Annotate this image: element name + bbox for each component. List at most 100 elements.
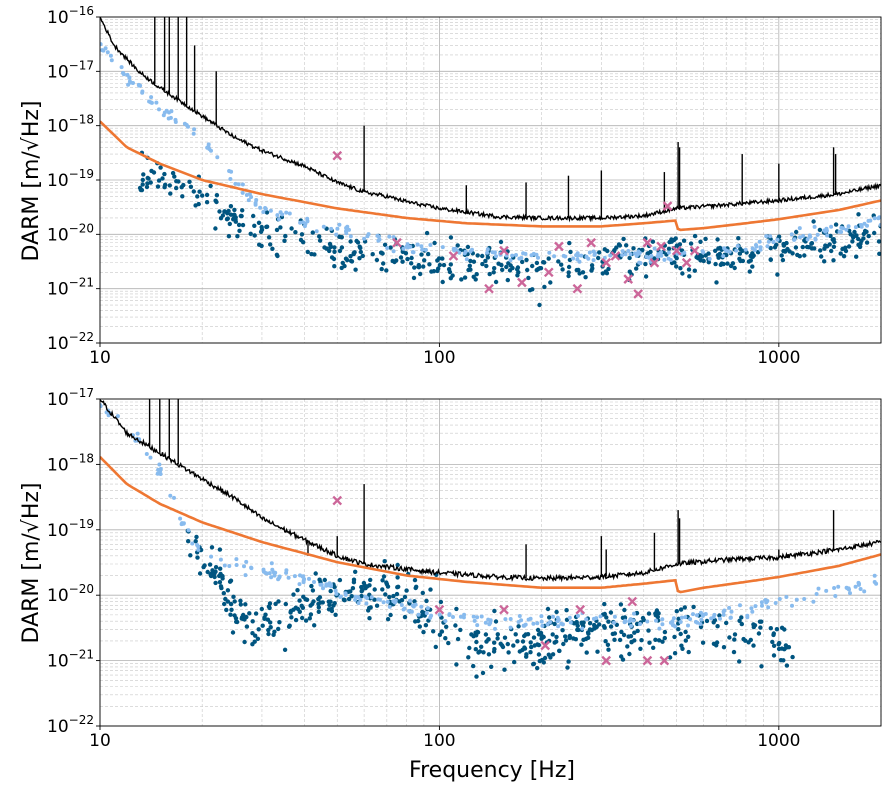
data-point-light [263,206,268,210]
data-point-light [391,249,396,254]
data-point-dark [316,605,321,610]
data-point-dark [782,647,787,652]
data-point-dark [310,230,315,235]
data-point-dark [491,270,496,275]
data-point-dark [678,266,683,271]
cross-marker [484,283,494,294]
data-point-dark [784,240,789,246]
data-point-dark [740,248,745,253]
data-point-dark [172,174,177,179]
data-point-dark [739,621,744,627]
data-point-dark [530,263,535,269]
cross-marker [656,241,666,252]
data-point-dark [440,279,445,285]
data-point-dark [441,262,447,268]
data-point-light [805,237,810,242]
data-point-dark [662,635,667,641]
data-point-dark [872,230,877,236]
data-point-light [660,622,665,627]
data-point-dark [170,170,176,176]
data-point-light [297,582,302,587]
data-point-light [108,53,113,58]
data-point-dark [778,658,784,663]
data-point-light [872,573,877,578]
data-point-light [668,258,673,262]
data-point-dark [548,280,553,285]
data-point-dark [395,562,400,568]
data-point-dark [704,618,710,624]
data-point-light [100,42,103,47]
data-point-dark [140,177,145,183]
data-point-dark [202,563,207,568]
data-point-dark [353,267,358,272]
data-point-light [126,82,131,87]
data-point-dark [226,234,232,239]
data-point-light [722,246,727,251]
data-point-dark [715,237,720,242]
data-point-light [764,234,769,239]
data-point-dark [650,239,656,244]
data-point-dark [418,271,423,277]
data-point-light [411,250,416,255]
data-point-dark [802,253,807,258]
data-point-light [335,226,340,231]
data-point-dark [525,632,531,637]
data-point-light [305,219,310,223]
data-point-dark [640,247,645,253]
data-point-dark [587,621,593,626]
data-point-dark [228,204,234,209]
data-point-dark [264,210,270,215]
cross-marker [586,237,597,248]
data-point-dark [313,571,318,576]
data-point-light [678,620,683,624]
data-point-dark [635,628,640,634]
data-point-dark [620,657,626,662]
data-point-dark [703,236,708,242]
data-point-light [629,624,633,628]
data-point-dark [204,200,210,205]
data-point-dark [429,269,434,274]
data-point-light [375,233,380,238]
data-point-light [135,431,140,436]
data-point-light [790,603,794,608]
data-point-dark [248,231,253,236]
data-point-light [784,595,789,599]
data-point-dark [259,224,264,230]
data-point-dark [768,245,773,251]
data-point-dark [359,584,364,590]
data-point-light [750,246,755,251]
data-point-light [808,234,813,239]
data-point-dark [534,267,539,273]
data-point-light [462,251,467,256]
data-point-dark [357,244,362,249]
x-tick-label: 100 [423,731,455,751]
data-point-dark [217,573,222,579]
top-sensitivity-curve [100,120,881,232]
data-point-dark [237,228,242,233]
data-point-light [802,597,807,601]
data-point-dark [483,632,489,637]
data-point-light [154,100,159,105]
data-point-light [292,574,297,579]
data-point-dark [180,194,185,199]
data-point-dark [412,265,417,270]
data-point-light [738,603,742,608]
data-point-light [816,586,821,591]
data-point-dark [574,267,579,273]
data-point-dark [595,649,600,654]
data-point-light [695,613,699,618]
data-point-dark [750,251,755,256]
data-point-light [181,521,186,526]
data-point-dark [264,224,269,230]
data-point-light [698,622,703,626]
data-point-light [253,201,258,205]
data-point-dark [492,608,497,614]
data-point-dark [274,227,280,233]
data-point-dark [838,251,843,256]
data-point-dark [505,641,510,647]
data-point-dark [230,630,236,635]
data-point-dark [357,256,362,261]
data-point-light [811,599,816,604]
data-point-dark [448,235,454,240]
data-point-light [699,617,704,622]
